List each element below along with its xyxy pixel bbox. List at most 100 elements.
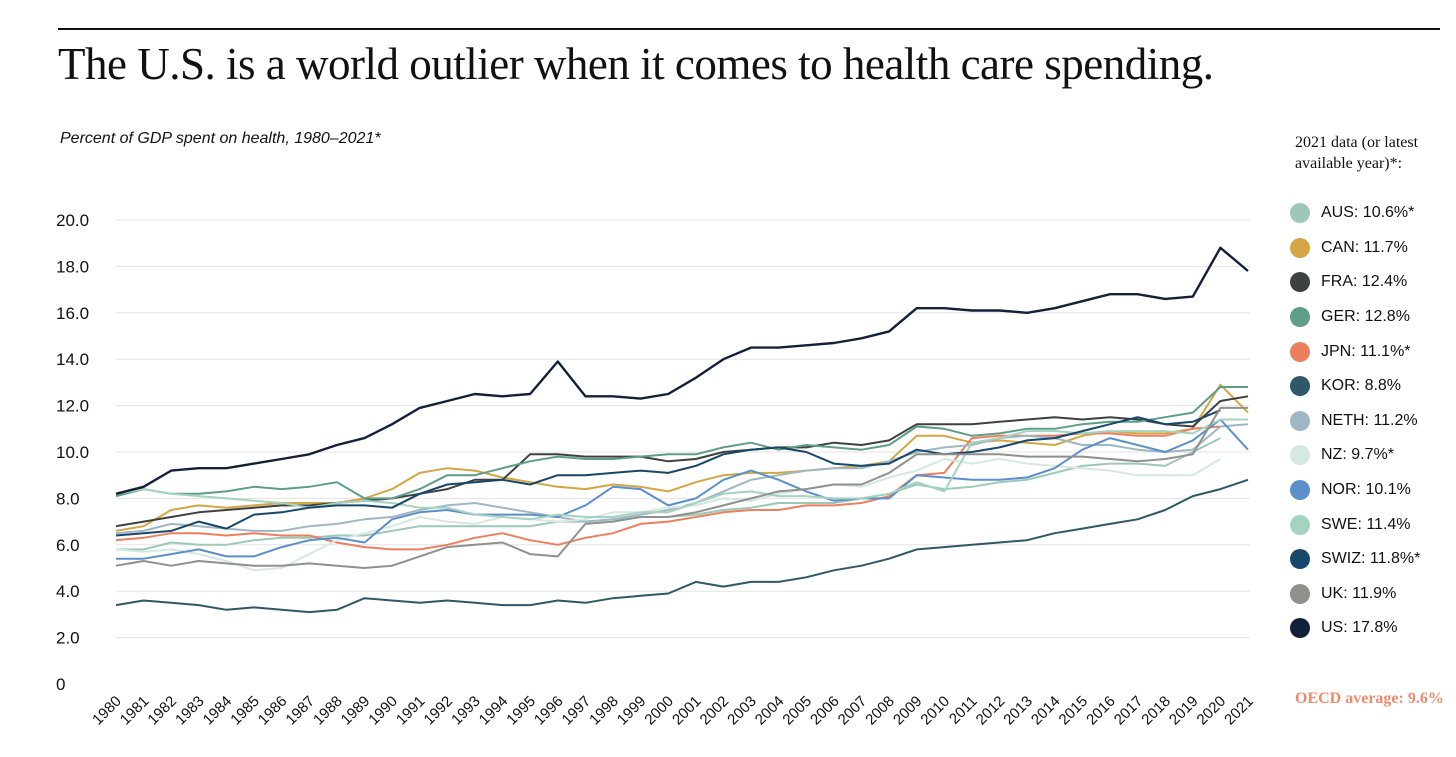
y-tick-label: 10.0 xyxy=(56,443,89,462)
x-tick-label: 2016 xyxy=(1083,693,1119,729)
x-tick-label: 1985 xyxy=(227,693,263,729)
y-tick-label: 6.0 xyxy=(56,536,80,555)
x-tick-label: 1991 xyxy=(393,693,429,729)
x-tick-label: 2008 xyxy=(862,693,898,729)
legend-swatch xyxy=(1290,237,1310,258)
legend-swatch xyxy=(1290,514,1310,535)
series-line-nor xyxy=(116,418,1249,560)
legend-swatch xyxy=(1290,203,1310,224)
legend-label: SWIZ: 11.8%* xyxy=(1321,550,1421,568)
series-line-can xyxy=(115,383,1249,532)
series-line-nz xyxy=(115,458,1221,572)
legend-swatch xyxy=(1290,272,1310,293)
y-tick-label: 2.0 xyxy=(56,629,80,648)
y-tick-labels: 0 2.0 4.0 6.0 8.0 10.0 12.0 14.0 16.0 18.0 20.0 xyxy=(56,211,89,694)
legend-swatch xyxy=(1290,549,1310,570)
y-tick-label: 20.0 xyxy=(56,211,89,230)
legend-swatch xyxy=(1290,410,1310,431)
x-tick-label: 2017 xyxy=(1111,693,1147,729)
legend-item: NETH: 11.2% xyxy=(1290,404,1420,439)
x-tick-label: 2014 xyxy=(1028,693,1064,729)
y-tick-label: 14.0 xyxy=(56,350,89,369)
x-tick-label: 1996 xyxy=(531,693,567,729)
x-tick-label: 1981 xyxy=(117,693,153,729)
series-line-swe xyxy=(115,418,1248,521)
legend-swatch xyxy=(1290,307,1310,328)
gridlines xyxy=(116,219,1250,639)
legend-label: NETH: 11.2% xyxy=(1321,411,1418,429)
legend-swatch xyxy=(1290,480,1310,501)
x-tick-label: 2011 xyxy=(946,693,981,728)
x-tick-label: 1989 xyxy=(338,693,374,729)
series-line-neth xyxy=(115,423,1249,535)
x-tick-label: 2003 xyxy=(724,693,760,729)
series-line-uk xyxy=(115,406,1248,569)
x-tick-label: 1998 xyxy=(586,693,622,729)
series-line-ger xyxy=(115,386,1248,500)
legend-item: AUS: 10.6%* xyxy=(1290,196,1420,231)
chart-subtitle: Percent of GDP spent on health, 1980–202… xyxy=(60,130,381,147)
legend-item: KOR: 8.8% xyxy=(1290,369,1420,404)
x-tick-label: 2001 xyxy=(669,693,705,729)
page-title: The U.S. is a world outlier when it come… xyxy=(58,39,1214,89)
x-tick-label: 1986 xyxy=(255,693,291,729)
x-tick-label: 2007 xyxy=(835,693,871,729)
legend-label: US: 17.8% xyxy=(1321,619,1398,637)
x-tick-label: 2005 xyxy=(779,693,815,729)
legend-item: FRA: 12.4% xyxy=(1290,265,1420,300)
series-line-us xyxy=(115,246,1249,495)
legend-heading: 2021 data (or latest available year)*: xyxy=(1295,134,1419,172)
x-tick-label: 2018 xyxy=(1138,693,1174,729)
x-tick-label: 2020 xyxy=(1194,693,1230,729)
y-tick-label: 4.0 xyxy=(56,582,80,601)
x-tick-label: 2013 xyxy=(1000,693,1036,729)
legend-label: AUS: 10.6%* xyxy=(1321,204,1415,222)
x-tick-label: 1990 xyxy=(365,693,401,729)
x-tick-label: 1994 xyxy=(476,693,512,729)
x-tick-label: 1984 xyxy=(200,693,236,729)
x-tick-label: 2002 xyxy=(697,693,733,729)
legend-label: CAN: 11.7% xyxy=(1321,238,1408,256)
x-tick-label: 1983 xyxy=(172,693,208,729)
line-chart: 0 2.0 4.0 6.0 8.0 10.0 12.0 14.0 16.0 18.0 20.0 19… xyxy=(56,211,1257,729)
legend-label: UK: 11.9% xyxy=(1321,584,1397,602)
legend-label: NZ: 9.7%* xyxy=(1321,446,1394,464)
x-tick-label: 2006 xyxy=(807,693,843,729)
x-tick-label: 1982 xyxy=(144,693,180,729)
x-tick-labels: 1980198119821983198419851986198719881989… xyxy=(89,693,1257,729)
x-tick-label: 1997 xyxy=(559,693,595,729)
x-tick-label: 2021 xyxy=(1221,693,1257,729)
x-tick-label: 1992 xyxy=(421,693,457,729)
x-tick-label: 2015 xyxy=(1056,693,1092,729)
legend: AUS: 10.6%* CAN: 11.7% FRA: 12.4% GER: 12.8… xyxy=(1290,196,1420,646)
x-tick-label: 2010 xyxy=(918,693,954,729)
legend-swatch xyxy=(1290,341,1310,362)
x-tick-label: 2004 xyxy=(752,693,788,729)
x-tick-label: 1987 xyxy=(282,693,318,729)
x-tick-label: 2009 xyxy=(890,693,926,729)
legend-label: SWE: 11.4% xyxy=(1321,515,1411,533)
x-tick-label: 1980 xyxy=(89,693,125,729)
legend-swatch xyxy=(1290,618,1310,639)
legend-item: SWIZ: 11.8%* xyxy=(1290,542,1420,577)
x-tick-label: 1995 xyxy=(503,693,539,729)
legend-label: JPN: 11.1%* xyxy=(1321,342,1411,360)
legend-item: SWE: 11.4% xyxy=(1290,507,1420,542)
legend-item: NZ: 9.7%* xyxy=(1290,438,1420,473)
y-tick-label: 0 xyxy=(56,675,65,694)
legend-label: NOR: 10.1% xyxy=(1321,481,1411,499)
legend-item: US: 17.8% xyxy=(1290,611,1420,646)
y-tick-label: 12.0 xyxy=(56,397,89,416)
x-tick-label: 2019 xyxy=(1166,693,1202,729)
series-line-swiz xyxy=(115,409,1221,537)
x-tick-label: 2000 xyxy=(641,693,677,729)
y-tick-label: 18.0 xyxy=(56,257,89,276)
legend-item: CAN: 11.7% xyxy=(1290,231,1420,266)
series-lines xyxy=(115,246,1249,614)
legend-swatch xyxy=(1290,376,1310,397)
y-tick-label: 8.0 xyxy=(56,489,80,508)
legend-label: FRA: 12.4% xyxy=(1321,273,1408,291)
series-line-kor xyxy=(115,478,1249,614)
legend-item: JPN: 11.1%* xyxy=(1290,334,1420,369)
legend-item: NOR: 10.1% xyxy=(1290,473,1420,508)
